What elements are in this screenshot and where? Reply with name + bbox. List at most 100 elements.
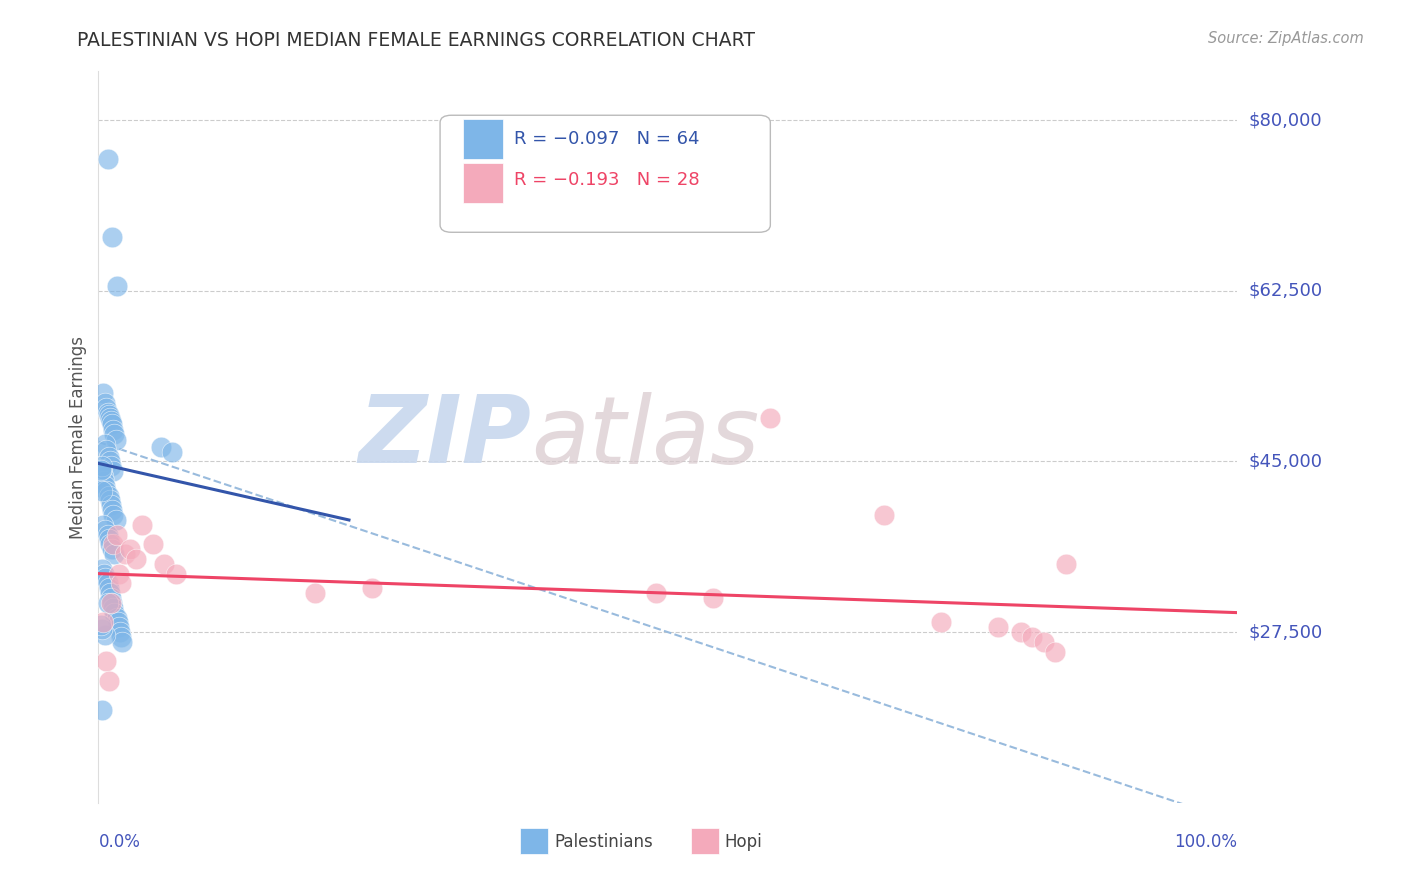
Point bbox=[96, 442, 118, 457]
Point bbox=[108, 620, 131, 634]
Text: ZIP: ZIP bbox=[359, 391, 531, 483]
Point bbox=[96, 152, 118, 166]
Point bbox=[104, 433, 127, 447]
Point bbox=[105, 527, 128, 541]
Point bbox=[98, 410, 121, 425]
Point bbox=[91, 469, 114, 483]
Point bbox=[131, 517, 153, 532]
Text: atlas: atlas bbox=[531, 392, 759, 483]
Point bbox=[94, 523, 117, 537]
Point bbox=[101, 417, 124, 432]
Point bbox=[120, 542, 142, 557]
Point bbox=[101, 230, 124, 244]
Point bbox=[94, 437, 117, 451]
Point bbox=[105, 610, 128, 624]
Point bbox=[90, 462, 112, 476]
Point bbox=[702, 591, 724, 605]
Point bbox=[100, 459, 122, 474]
Point bbox=[97, 489, 120, 503]
Point bbox=[162, 444, 184, 458]
Point bbox=[91, 386, 114, 401]
Point bbox=[90, 562, 112, 576]
Point bbox=[96, 406, 118, 420]
Point bbox=[96, 483, 118, 498]
Text: R = −0.193   N = 28: R = −0.193 N = 28 bbox=[515, 170, 700, 188]
Point bbox=[1032, 635, 1054, 649]
Point bbox=[150, 440, 173, 454]
Point bbox=[100, 413, 122, 427]
Point bbox=[98, 454, 121, 468]
Point bbox=[96, 576, 118, 591]
Point bbox=[103, 537, 125, 551]
Point bbox=[93, 566, 115, 581]
Point bbox=[97, 581, 120, 595]
Point bbox=[108, 566, 131, 581]
Point bbox=[94, 628, 117, 642]
Point bbox=[1021, 630, 1043, 644]
Point bbox=[104, 513, 127, 527]
Point bbox=[91, 615, 114, 630]
Text: 100.0%: 100.0% bbox=[1174, 833, 1237, 851]
Point bbox=[100, 596, 122, 610]
Point bbox=[1054, 557, 1078, 571]
Point bbox=[153, 557, 176, 571]
Bar bbox=[690, 829, 718, 854]
Point bbox=[96, 527, 118, 541]
Point bbox=[94, 396, 117, 410]
Point bbox=[107, 615, 129, 630]
Point bbox=[929, 615, 952, 630]
Point bbox=[98, 493, 121, 508]
Point bbox=[759, 410, 782, 425]
Point bbox=[103, 423, 125, 437]
Point bbox=[90, 459, 112, 474]
Point bbox=[91, 517, 114, 532]
Text: Palestinians: Palestinians bbox=[554, 832, 652, 851]
Point bbox=[105, 279, 128, 293]
Point bbox=[101, 596, 124, 610]
Text: Source: ZipAtlas.com: Source: ZipAtlas.com bbox=[1208, 31, 1364, 46]
Bar bbox=[463, 162, 503, 203]
Point bbox=[90, 463, 112, 477]
Text: Hopi: Hopi bbox=[725, 832, 762, 851]
Point bbox=[111, 635, 134, 649]
Text: $27,500: $27,500 bbox=[1249, 624, 1323, 641]
Point bbox=[100, 499, 122, 513]
Point bbox=[90, 622, 112, 636]
Point bbox=[114, 547, 136, 561]
Point bbox=[103, 606, 125, 620]
FancyBboxPatch shape bbox=[440, 115, 770, 232]
Point bbox=[645, 586, 668, 600]
Point bbox=[873, 508, 896, 522]
Point bbox=[96, 401, 118, 415]
Point bbox=[90, 703, 112, 717]
Text: PALESTINIAN VS HOPI MEDIAN FEMALE EARNINGS CORRELATION CHART: PALESTINIAN VS HOPI MEDIAN FEMALE EARNIN… bbox=[77, 31, 755, 50]
Point bbox=[97, 673, 120, 688]
Y-axis label: Median Female Earnings: Median Female Earnings bbox=[69, 335, 87, 539]
Point bbox=[98, 537, 121, 551]
Point bbox=[96, 654, 118, 668]
Point bbox=[360, 581, 382, 595]
Point bbox=[98, 586, 121, 600]
Point bbox=[103, 464, 125, 478]
Text: 0.0%: 0.0% bbox=[98, 833, 141, 851]
Point bbox=[110, 576, 132, 591]
Point bbox=[101, 542, 124, 557]
Text: $45,000: $45,000 bbox=[1249, 452, 1323, 470]
Point bbox=[987, 620, 1010, 634]
Point bbox=[97, 533, 120, 547]
Text: $62,500: $62,500 bbox=[1249, 282, 1323, 300]
Point bbox=[108, 625, 131, 640]
Point bbox=[165, 566, 187, 581]
Point bbox=[97, 450, 120, 464]
Point bbox=[1010, 625, 1032, 640]
Point bbox=[101, 503, 124, 517]
Point bbox=[94, 572, 117, 586]
Point bbox=[93, 474, 115, 488]
Point bbox=[103, 508, 125, 522]
Point bbox=[90, 483, 112, 498]
Point bbox=[110, 630, 132, 644]
Point bbox=[142, 537, 165, 551]
Text: R = −0.097   N = 64: R = −0.097 N = 64 bbox=[515, 129, 700, 148]
Point bbox=[90, 618, 112, 632]
Point bbox=[125, 552, 148, 566]
